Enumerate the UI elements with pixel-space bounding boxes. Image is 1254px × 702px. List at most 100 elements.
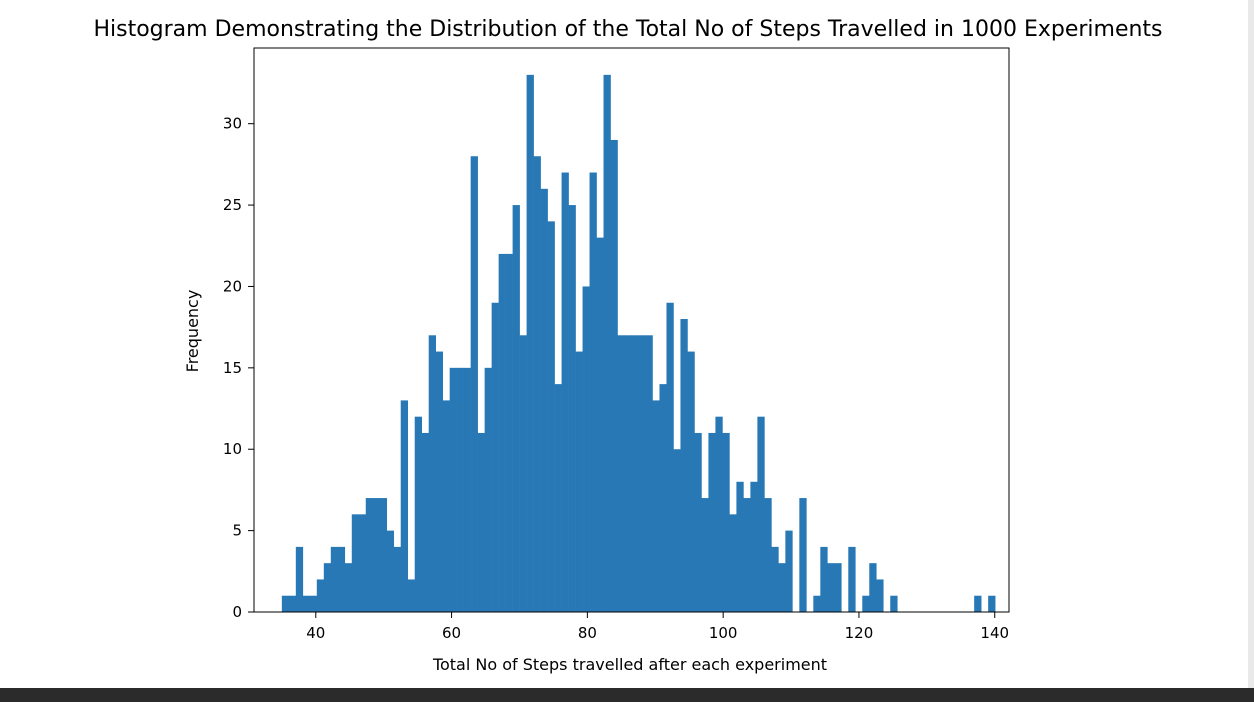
histogram-bar: [379, 498, 388, 612]
histogram-bar: [365, 498, 374, 612]
histogram-bars: [281, 74, 996, 613]
histogram-chart: Histogram Demonstrating the Distribution…: [93, 17, 1162, 674]
histogram-bar: [526, 74, 534, 613]
histogram-bar: [414, 416, 422, 612]
histogram-bar: [813, 595, 821, 612]
y-tick-label: 25: [223, 196, 242, 214]
histogram-bar: [862, 595, 870, 612]
histogram-bar: [603, 74, 611, 613]
histogram-bar: [764, 498, 772, 612]
histogram-bar: [295, 546, 304, 612]
histogram-bar: [498, 253, 506, 612]
histogram-bar: [400, 400, 409, 612]
histogram-bar: [617, 335, 625, 612]
histogram-bar: [288, 595, 297, 612]
histogram-bar: [533, 156, 541, 613]
y-tick-label: 10: [223, 440, 242, 458]
histogram-bar: [876, 579, 884, 612]
histogram-bar: [386, 530, 395, 612]
histogram-bar: [316, 579, 325, 612]
histogram-bar: [344, 563, 353, 612]
figure-canvas: Histogram Demonstrating the Distribution…: [0, 0, 1249, 688]
histogram-bar: [435, 351, 443, 612]
histogram-bar: [778, 563, 786, 612]
histogram-bar: [729, 514, 737, 612]
histogram-bar: [358, 514, 367, 612]
histogram-bar: [596, 237, 604, 612]
y-axis-ticks: 0 5 10 15 20 25 30: [223, 115, 254, 621]
histogram-bar: [540, 188, 548, 613]
histogram-bar: [470, 156, 478, 613]
y-tick-label: 0: [232, 603, 242, 621]
histogram-bar: [666, 302, 674, 612]
histogram-bar: [799, 498, 807, 612]
window-bottom-bar: [0, 688, 1254, 702]
histogram-bar: [421, 432, 429, 612]
histogram-bar: [652, 400, 660, 612]
histogram-bar: [407, 579, 416, 612]
histogram-bar: [610, 139, 618, 612]
histogram-bar: [771, 546, 779, 612]
histogram-bar: [722, 432, 730, 612]
plot-frame: [253, 47, 1010, 613]
histogram-bar: [715, 416, 723, 612]
histogram-bar: [827, 563, 835, 612]
x-axis-label: Total No of Steps travelled after each e…: [432, 655, 827, 674]
histogram-bar: [428, 335, 436, 612]
histogram-bar: [449, 367, 457, 612]
histogram-bar: [638, 335, 646, 612]
histogram-bar: [659, 384, 667, 612]
x-tick-label: 60: [442, 624, 461, 642]
histogram-bar: [309, 595, 318, 612]
histogram-bar: [337, 546, 346, 612]
histogram-bar: [302, 595, 311, 612]
histogram-bar: [463, 367, 471, 612]
histogram-bar: [869, 563, 877, 612]
y-tick-label: 20: [223, 277, 242, 295]
y-tick-label: 15: [223, 359, 242, 377]
histogram-bar: [442, 400, 450, 612]
histogram-bar: [547, 221, 555, 612]
window-edge: [1248, 0, 1254, 688]
histogram-bar: [785, 530, 793, 612]
histogram-bar: [589, 172, 597, 612]
histogram-bar: [519, 335, 527, 612]
histogram-bar: [743, 498, 751, 612]
histogram-bar: [330, 546, 339, 612]
histogram-bar: [820, 546, 828, 612]
histogram-bar: [281, 595, 290, 612]
y-tick-label: 5: [232, 522, 242, 540]
chart-title: Histogram Demonstrating the Distribution…: [93, 17, 1162, 42]
histogram-bar: [848, 546, 856, 612]
histogram-bar: [701, 498, 709, 612]
histogram-bar: [890, 595, 898, 612]
histogram-bar: [575, 351, 583, 612]
histogram-bar: [645, 335, 653, 612]
histogram-bar: [988, 595, 996, 612]
histogram-bar: [323, 563, 332, 612]
histogram-bar: [512, 205, 520, 612]
histogram-bar: [554, 384, 562, 612]
x-tick-label: 140: [980, 624, 1009, 642]
x-tick-label: 80: [578, 624, 597, 642]
x-tick-label: 120: [845, 624, 874, 642]
histogram-bar: [582, 286, 590, 612]
histogram-bar: [750, 481, 758, 612]
histogram-bar: [687, 351, 695, 612]
histogram-bar: [561, 172, 569, 612]
histogram-bar: [624, 335, 632, 612]
y-axis-label: Frequency: [183, 290, 202, 373]
histogram-bar: [974, 595, 982, 612]
histogram-bar: [372, 498, 381, 612]
histogram-bar: [505, 253, 513, 612]
y-tick-label: 30: [223, 115, 242, 133]
x-tick-label: 40: [306, 624, 325, 642]
histogram-bar: [484, 367, 492, 612]
histogram-bar: [568, 205, 576, 612]
histogram-bar: [477, 432, 485, 612]
histogram-bar: [393, 546, 402, 612]
histogram-bar: [673, 449, 681, 612]
histogram-bar: [680, 319, 688, 612]
histogram-bar: [631, 335, 639, 612]
histogram-bar: [757, 416, 765, 612]
